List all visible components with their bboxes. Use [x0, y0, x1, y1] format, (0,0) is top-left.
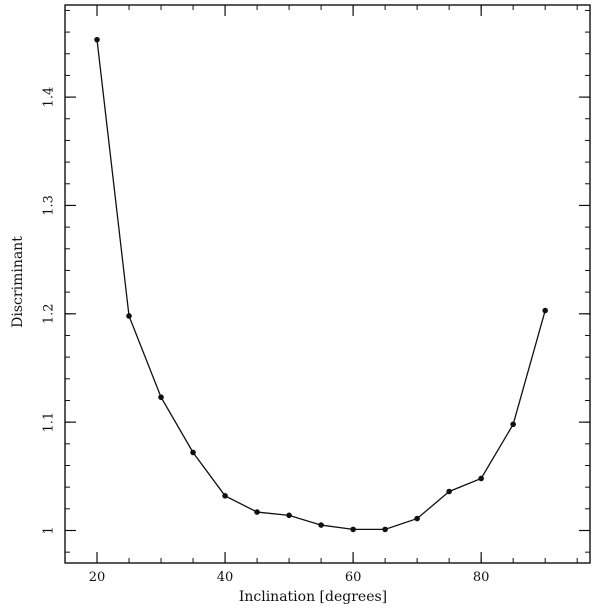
data-point: [190, 449, 196, 456]
plot-area: [64, 4, 591, 564]
y-tick-label: 1.3: [42, 195, 57, 216]
series-line: [96, 39, 546, 531]
y-axis-title: Discriminant: [10, 236, 26, 328]
x-tick-label: 60: [345, 570, 362, 585]
x-tick-label: 20: [89, 570, 106, 585]
x-tick-label: 40: [217, 570, 234, 585]
y-tick-label: 1: [42, 526, 57, 534]
data-point: [542, 307, 548, 314]
series-layer: [94, 36, 548, 533]
plot-frame: [64, 4, 591, 564]
data-point: [510, 421, 516, 428]
y-tick-label: 1.2: [42, 303, 57, 324]
data-point: [446, 488, 452, 495]
data-point: [254, 509, 260, 515]
data-point: [222, 493, 228, 499]
data-point: [382, 526, 388, 533]
data-point: [158, 394, 164, 401]
x-axis: 20 40 60 80: [64, 5, 578, 585]
data-point: [414, 515, 420, 522]
data-point: [350, 526, 356, 533]
x-tick-label: 80: [473, 570, 490, 585]
data-point: [318, 522, 324, 528]
y-tick-label: 1.1: [42, 412, 57, 433]
data-point: [94, 36, 100, 43]
y-axis: 1 1.1 1.2 1.3 1.4: [42, 9, 590, 553]
data-point: [126, 313, 132, 319]
x-axis-title: Inclination [degrees]: [239, 589, 387, 605]
data-point: [478, 475, 484, 482]
y-tick-label: 1.4: [42, 87, 57, 108]
data-point: [286, 512, 292, 519]
